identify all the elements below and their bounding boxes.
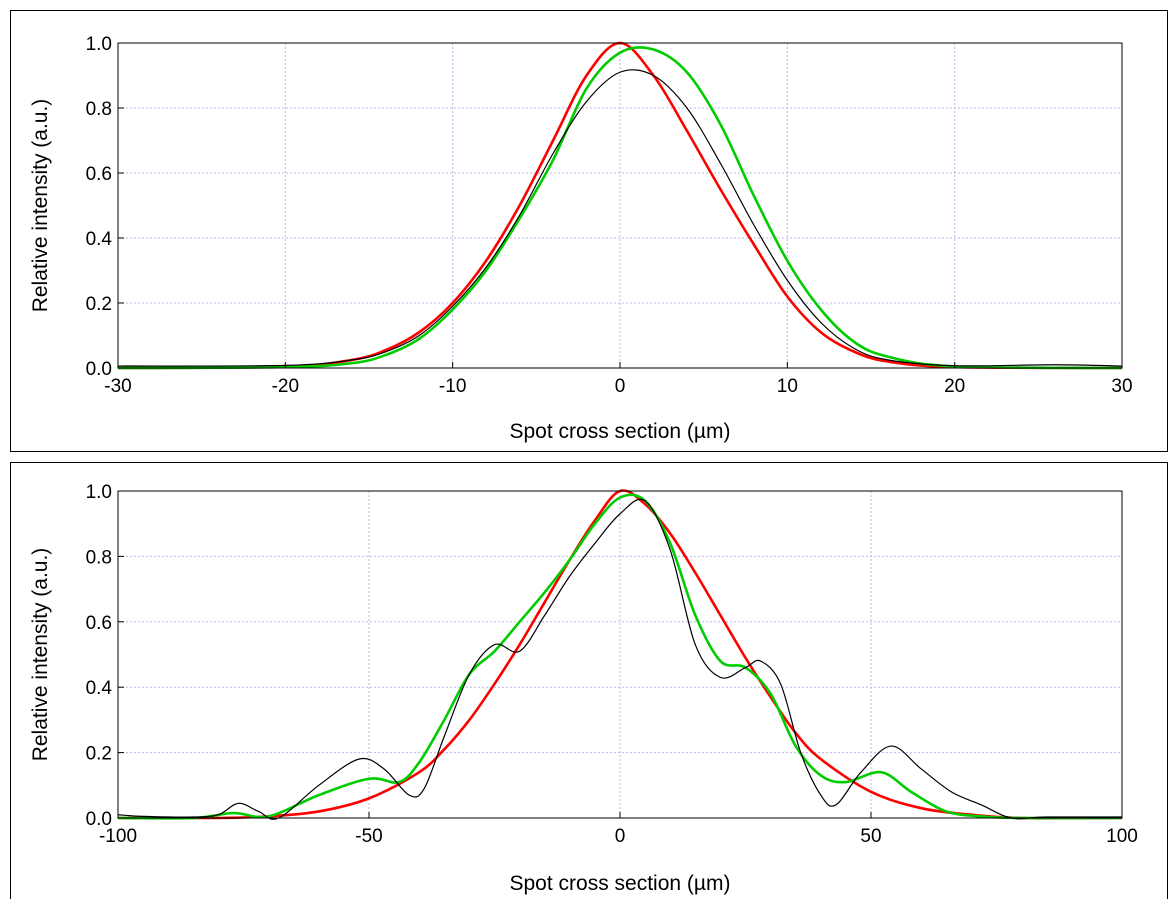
x-tick-label: -50 — [355, 826, 382, 847]
y-tick-label: 0.8 — [86, 547, 112, 568]
y-tick-label: 0.0 — [86, 359, 112, 380]
series-line-2 — [117, 69, 1123, 367]
y-axis-title: Relative intensity (a.u.) — [29, 548, 52, 762]
x-axis-title: Spot cross section (µm) — [510, 872, 731, 895]
x-tick-label: 100 — [1106, 826, 1138, 847]
x-tick-label: 20 — [944, 376, 965, 397]
chart-panel-bottom: -100 -50 0 50 100 0.0 0.2 0.4 0.6 0.8 1.0 Spot cros… — [10, 462, 1168, 899]
x-tick-label: 0 — [615, 826, 626, 847]
x-tick-label: 10 — [777, 376, 798, 397]
x-tick-label: -30 — [104, 376, 131, 397]
chart-svg-top: -30 -20 -10 0 10 20 30 0.0 0.2 0.4 0.6 0.8 1.0 Spot c… — [29, 34, 1133, 443]
y-tick-label: 1.0 — [86, 482, 112, 503]
x-tick-label: 30 — [1111, 376, 1132, 397]
y-tick-label: 1.0 — [86, 34, 112, 55]
y-tick-label: 0.4 — [86, 229, 113, 250]
y-tick-label: 0.2 — [86, 744, 112, 765]
series-line-1 — [117, 493, 1123, 820]
x-tick-label: -10 — [439, 376, 466, 397]
y-tick-label: 0.4 — [86, 678, 113, 699]
series-line-2 — [117, 498, 1123, 820]
y-tick-label: 0.6 — [86, 613, 112, 634]
y-tick-label: 0.8 — [86, 99, 112, 120]
x-tick-label: -20 — [272, 376, 299, 397]
x-tick-label: -100 — [99, 826, 137, 847]
x-axis-title: Spot cross section (µm) — [510, 420, 731, 443]
y-axis-title: Relative intensity (a.u.) — [29, 99, 52, 313]
y-tick-label: 0.6 — [86, 164, 112, 185]
x-tick-label: 0 — [615, 376, 626, 397]
y-tick-label: 0.2 — [86, 294, 112, 315]
chart-svg-bottom: -100 -50 0 50 100 0.0 0.2 0.4 0.6 0.8 1.0 Spot cros… — [29, 482, 1138, 895]
series-line-1 — [117, 46, 1123, 370]
chart-panel-top: -30 -20 -10 0 10 20 30 0.0 0.2 0.4 0.6 0.8 1.0 Spot c… — [10, 10, 1168, 452]
y-tick-label: 0.0 — [86, 809, 112, 830]
x-tick-label: 50 — [860, 826, 881, 847]
